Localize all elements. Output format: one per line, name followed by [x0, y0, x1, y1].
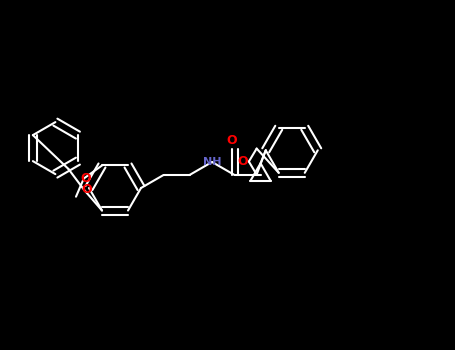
Text: O: O [238, 155, 248, 168]
Text: O: O [82, 183, 92, 196]
Text: NH: NH [203, 157, 221, 167]
Text: O: O [226, 134, 237, 147]
Text: O: O [81, 172, 91, 185]
